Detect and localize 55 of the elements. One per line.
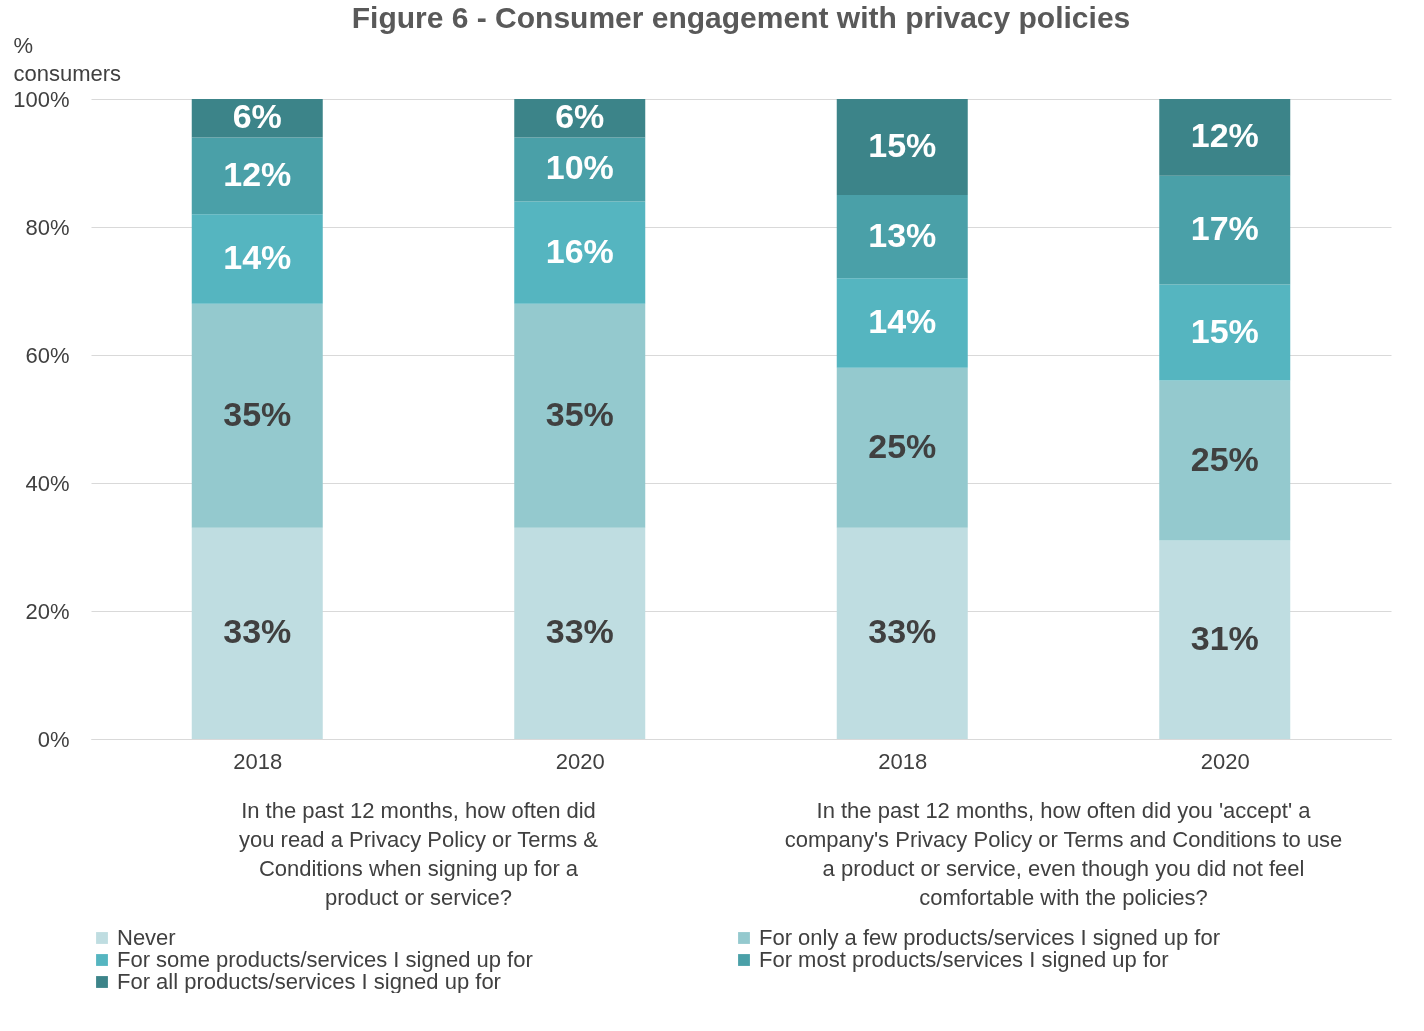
bar: [191, 214, 323, 304]
bar: [514, 201, 646, 304]
y-tick-label: 100%: [13, 86, 70, 112]
data-label: 33%: [868, 612, 937, 651]
bar: [1159, 540, 1291, 739]
data-label: 12%: [1190, 116, 1259, 155]
data-label: 12%: [223, 154, 292, 193]
bar: [836, 195, 968, 279]
bar: [1159, 380, 1291, 541]
data-label: 33%: [545, 612, 614, 651]
bar: [514, 303, 646, 528]
bar: [1159, 284, 1291, 381]
y-tick-label: 60%: [25, 342, 70, 368]
x-tick-label: 2020: [555, 748, 605, 774]
data-label: 16%: [545, 231, 614, 270]
y-tick-label: 40%: [25, 470, 70, 496]
bar: [836, 278, 968, 368]
data-label: 10%: [545, 148, 614, 187]
data-label: 15%: [1190, 311, 1259, 350]
bar: [1159, 175, 1291, 285]
x-tick-label: 2020: [1200, 748, 1250, 774]
y-tick-label: 20%: [25, 598, 70, 624]
data-label: 31%: [1190, 618, 1259, 657]
data-label: 35%: [545, 394, 614, 433]
text: In the past 12 months, how often did you 'accept' a company's Privacy Policy or Terms and Conditions to use a product or service, even though you did not feel comfortable with the policies?: [784, 798, 1343, 910]
x-tick-label: 2018: [233, 748, 283, 774]
data-label: 35%: [223, 394, 292, 433]
data-label: 6%: [555, 97, 605, 136]
data-label: 15%: [868, 126, 937, 164]
bar: [514, 527, 646, 739]
data-label: 14%: [223, 238, 292, 276]
data-label: 17%: [1190, 209, 1259, 248]
bar: [836, 99, 968, 195]
y-axis-title: % consumers: [13, 32, 122, 86]
bar: [514, 137, 646, 202]
x-tick-label: 2018: [878, 748, 928, 774]
text: In the past 12 months, how often did you read a Privacy Policy or Terms & Conditions when signing up for a product or service?: [238, 798, 599, 910]
data-label: 13%: [868, 215, 937, 254]
chart-title: Figure 6 - Consumer engagement with privacy policies: [351, 1, 1131, 34]
data-label: 6%: [232, 97, 282, 136]
y-tick-label: 0%: [37, 726, 70, 752]
data-label: 25%: [868, 426, 937, 465]
legend-label: For some products/services I signed up for: [117, 947, 533, 972]
data-label: 14%: [868, 302, 937, 340]
data-label: 33%: [223, 612, 292, 651]
y-tick-label: 80%: [25, 214, 70, 240]
bar: [191, 303, 323, 528]
bar: [191, 137, 323, 215]
bar: [836, 367, 968, 528]
legend-label: Never: [117, 925, 176, 950]
bar: [191, 527, 323, 739]
bar: [836, 527, 968, 739]
legend-label: For only a few products/services I signed up for: [759, 925, 1220, 950]
data-label: 25%: [1190, 439, 1259, 478]
bar: [1159, 99, 1291, 176]
